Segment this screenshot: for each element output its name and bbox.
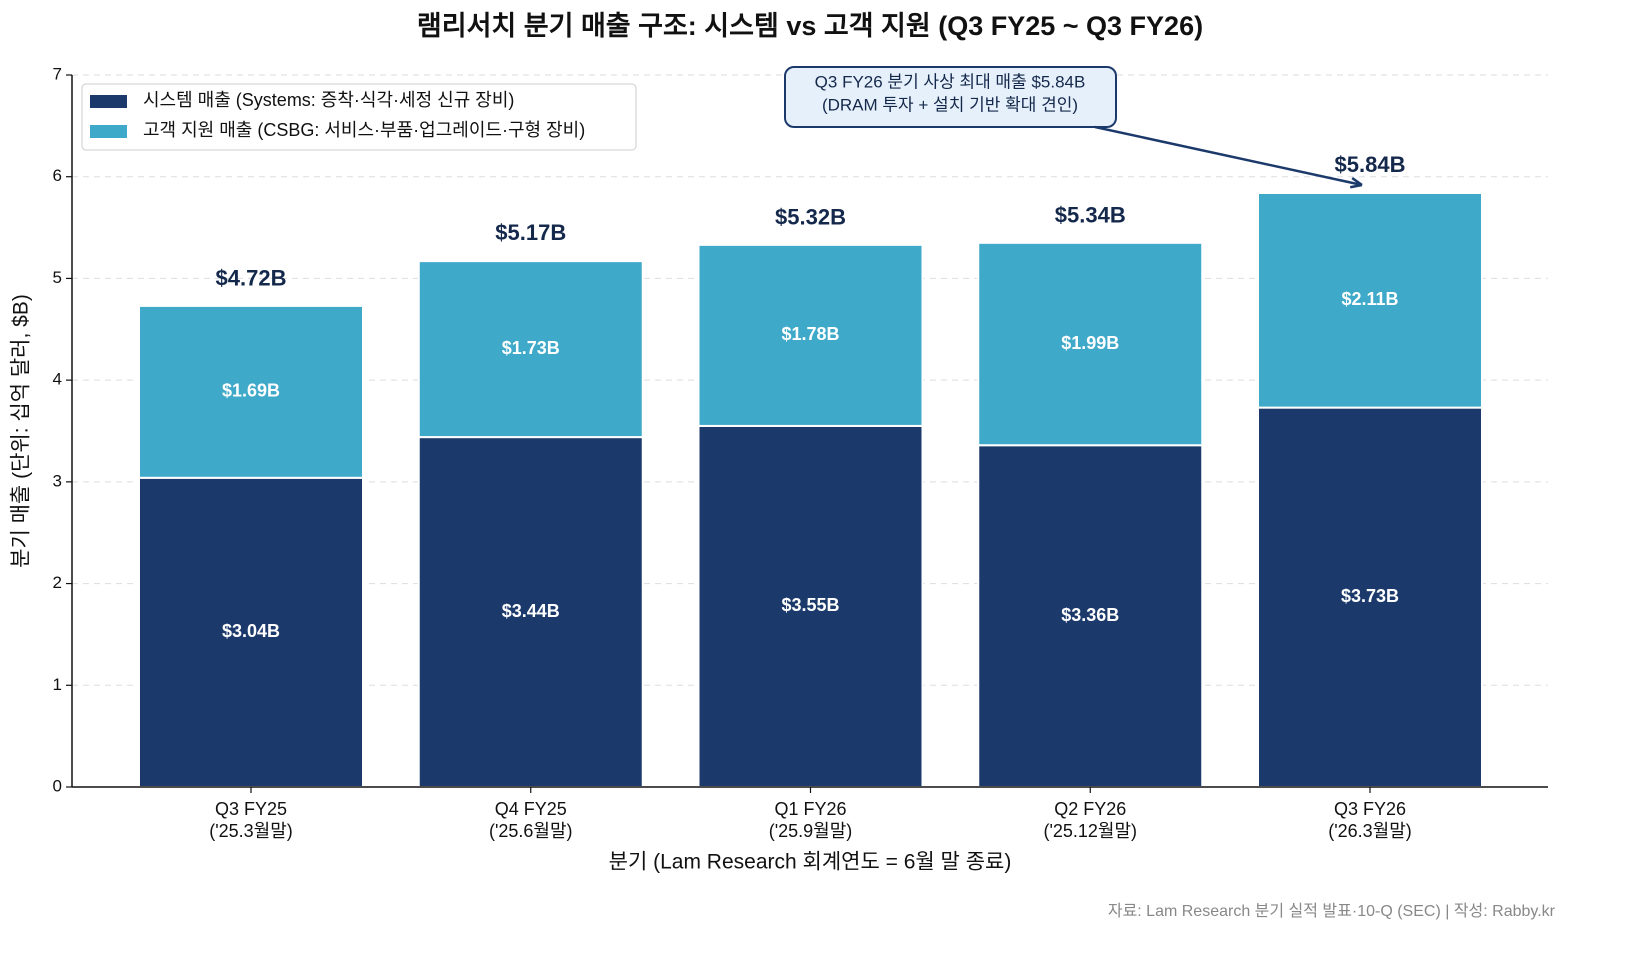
segment-label: $3.73B xyxy=(1341,586,1399,606)
bar-segment xyxy=(697,243,924,427)
bar-segment xyxy=(138,476,364,788)
segment-label: $3.55B xyxy=(781,595,839,615)
bar-segment xyxy=(1257,406,1483,788)
segment-label: $2.11B xyxy=(1341,289,1398,309)
legend-label: 시스템 매출 (Systems: 증착·식각·세정 신규 장비) xyxy=(143,90,514,110)
y-tick-label: 3 xyxy=(53,471,62,490)
bar-segment xyxy=(977,444,1204,788)
total-label: $5.32B xyxy=(775,205,846,230)
x-axis-label: 분기 (Lam Research 회계연도 = 6월 말 종료) xyxy=(609,851,1012,874)
y-tick-label: 6 xyxy=(53,166,62,185)
y-tick-label: 1 xyxy=(53,675,62,694)
segment-label: $3.36B xyxy=(1061,605,1119,625)
legend-label: 고객 지원 매출 (CSBG: 서비스·부품·업그레이드·구형 장비) xyxy=(143,120,585,140)
chart-title: 램리서치 분기 매출 구조: 시스템 vs 고객 지원 (Q3 FY25 ~ Q… xyxy=(417,11,1203,41)
x-tick-label: ('26.3월말) xyxy=(1328,821,1412,841)
segment-label: $3.44B xyxy=(502,601,560,621)
x-tick-label: Q2 FY26 xyxy=(1054,799,1126,819)
y-tick-label: 5 xyxy=(53,268,62,287)
total-label: $5.84B xyxy=(1335,152,1406,177)
legend-box xyxy=(81,83,637,151)
bar-segment xyxy=(417,260,644,439)
annotation-text: Q3 FY26 분기 사상 최대 매출 $5.84B xyxy=(815,72,1086,91)
bar-segment xyxy=(977,241,1204,447)
segment-label: $3.04B xyxy=(222,621,280,641)
source-note: 자료: Lam Research 분기 실적 발표·10-Q (SEC) | 작… xyxy=(1108,902,1556,920)
x-tick-label: Q3 FY26 xyxy=(1334,799,1406,819)
y-axis-label: 분기 매출 (단위: 십억 달러, $B) xyxy=(10,294,33,568)
annotation-arrow xyxy=(1094,125,1363,187)
x-tick-label: ('25.9월말) xyxy=(769,821,853,841)
legend-swatch xyxy=(90,125,127,138)
x-tick-label: Q4 FY25 xyxy=(495,799,567,819)
y-tick-label: 4 xyxy=(53,370,62,389)
x-tick-label: ('25.3월말) xyxy=(209,821,293,841)
x-tick-label: ('25.12월말) xyxy=(1043,821,1137,841)
annotation-arrowhead xyxy=(1349,177,1363,189)
total-label: $4.72B xyxy=(216,266,287,291)
segment-label: $1.73B xyxy=(502,338,560,358)
bar-segment xyxy=(697,424,924,788)
x-tick-label: ('25.6월말) xyxy=(489,821,573,841)
segment-label: $1.78B xyxy=(781,324,839,344)
total-label: $5.17B xyxy=(495,220,566,245)
total-label: $5.34B xyxy=(1055,203,1126,228)
y-tick-label: 0 xyxy=(53,776,62,795)
segment-label: $1.99B xyxy=(1061,333,1119,353)
segment-label: $1.69B xyxy=(222,381,280,401)
x-tick-label: Q3 FY25 xyxy=(215,799,287,819)
bar-segment xyxy=(138,304,364,479)
y-tick-label: 7 xyxy=(53,64,62,83)
annotation-box xyxy=(784,66,1117,128)
x-tick-label: Q1 FY26 xyxy=(774,799,846,819)
annotation-text: (DRAM 투자 + 설치 기반 확대 견인) xyxy=(822,95,1078,114)
y-tick-label: 2 xyxy=(53,573,62,592)
bar-segment xyxy=(1257,191,1483,409)
legend-swatch xyxy=(90,95,127,108)
